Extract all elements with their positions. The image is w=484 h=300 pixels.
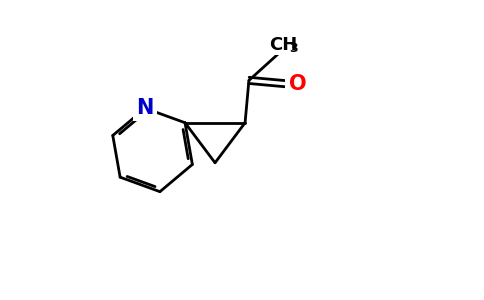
Text: O: O <box>288 74 306 94</box>
Text: N: N <box>136 98 154 118</box>
Text: CH: CH <box>269 36 297 54</box>
Text: 3: 3 <box>289 41 298 55</box>
